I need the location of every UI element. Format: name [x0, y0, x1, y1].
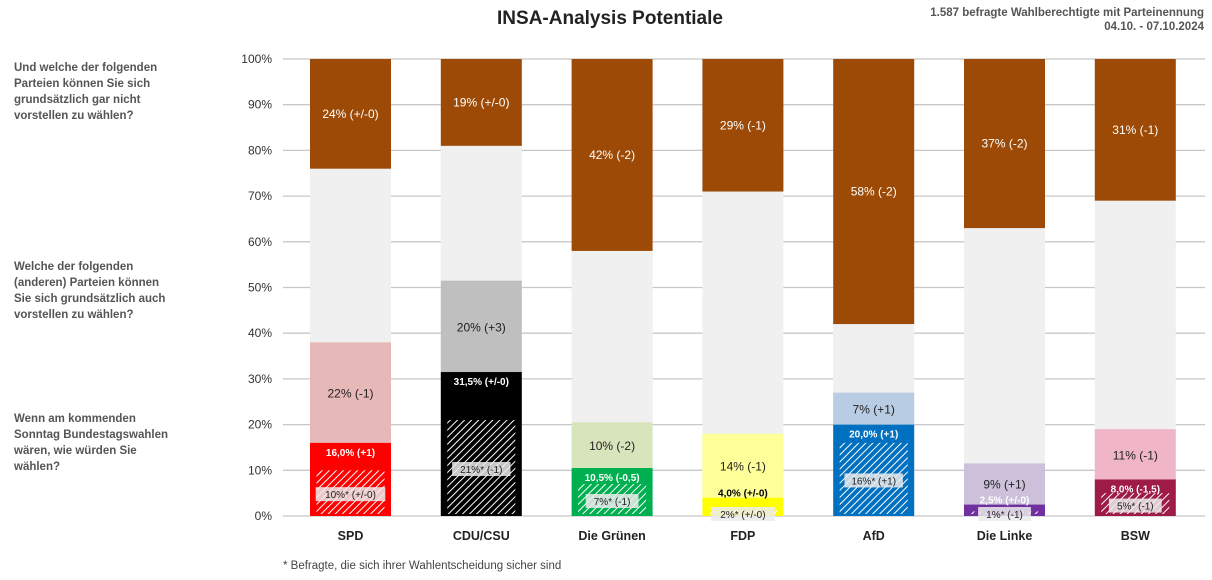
y-tick-label: 80%	[248, 143, 272, 157]
potential-label: 9% (+1)	[983, 478, 1025, 492]
rejection-label: 31% (-1)	[1112, 123, 1158, 137]
question-rejection: Und welche der folgenden Parteien können…	[14, 62, 158, 122]
survey-info: 1.587 befragte Wahlberechtigte mit Parte…	[930, 6, 1204, 34]
potential-label: 20% (+3)	[457, 320, 506, 334]
sure-label: 16%* (+1)	[851, 476, 896, 487]
bar-rejection	[440, 59, 522, 146]
footnote: * Befragte, die sich ihrer Wahlentscheid…	[283, 560, 562, 572]
bar-potential	[1094, 429, 1176, 480]
question-potential: Welche der folgenden (anderen) Parteien …	[14, 261, 166, 321]
potential-label: 22% (-1)	[327, 387, 373, 401]
y-tick-label: 30%	[248, 372, 272, 386]
rejection-label: 58% (-2)	[851, 185, 897, 199]
sure-label-bg	[844, 473, 903, 488]
sure-label-bg	[452, 462, 511, 477]
vote-label: 20,0% (+1)	[849, 430, 898, 441]
sample-size: 1.587 befragte Wahlberechtigte mit Parte…	[930, 7, 1204, 19]
rejection-label: 42% (-2)	[589, 148, 635, 162]
bar-rejection	[964, 59, 1045, 229]
vote-label: 2,5% (+/-0)	[980, 496, 1030, 507]
sure-label-bg	[710, 507, 775, 521]
potential-label: 11% (-1)	[1113, 448, 1158, 462]
y-tick-label: 10%	[248, 463, 272, 477]
rejection-label: 19% (+/-0)	[453, 95, 509, 109]
bar-rejection	[833, 59, 915, 325]
bar-potential	[964, 463, 1045, 505]
sure-label: 10%* (+/-0)	[325, 490, 376, 501]
x-category-label: Die Grünen	[578, 529, 645, 543]
y-tick-label: 60%	[248, 235, 272, 249]
bar-potential	[310, 342, 391, 443]
bar-potential	[571, 422, 653, 469]
bar-potential	[440, 280, 522, 373]
y-tick-label: 50%	[248, 281, 272, 295]
y-tick-label: 0%	[255, 509, 273, 523]
survey-dates: 04.10. - 07.10.2024	[1104, 21, 1204, 33]
potential-label: 14% (-1)	[720, 460, 766, 474]
bar-rejection	[702, 59, 784, 192]
bar-rejection	[1094, 59, 1176, 201]
sure-label: 5%* (-1)	[1117, 502, 1154, 513]
x-category-label: SPD	[338, 529, 364, 543]
question-vote: Wenn am kommenden Sonntag Bundestagswahl…	[14, 413, 168, 473]
bar-potential	[702, 433, 784, 498]
vote-label: 8,0% (-1,5)	[1111, 484, 1160, 495]
vote-label: 16,0% (+1)	[326, 448, 375, 459]
y-tick-label: 70%	[248, 189, 272, 203]
sure-label: 7%* (-1)	[594, 497, 631, 508]
sure-label-bg	[315, 487, 386, 502]
sure-label: 21%* (-1)	[460, 465, 502, 476]
y-tick-label: 20%	[248, 418, 272, 432]
potential-label: 7% (+1)	[853, 403, 895, 417]
x-category-label: CDU/CSU	[453, 529, 510, 543]
bar-potential	[833, 392, 915, 425]
chart-title: INSA-Analysis Potentiale	[497, 8, 723, 29]
potential-label: 10% (-2)	[589, 439, 635, 453]
sure-label-bg	[1108, 498, 1162, 513]
rejection-label: 24% (+/-0)	[322, 107, 378, 121]
sure-label-bg	[585, 494, 639, 509]
y-tick-label: 40%	[248, 326, 272, 340]
x-category-label: BSW	[1121, 529, 1150, 543]
x-category-label: FDP	[730, 529, 755, 543]
y-tick-label: 100%	[241, 52, 272, 66]
bar-rejection	[310, 59, 391, 169]
x-category-label: AfD	[863, 529, 885, 543]
sure-label: 1%* (-1)	[986, 510, 1023, 521]
rejection-label: 37% (-2)	[981, 137, 1027, 151]
y-tick-label: 90%	[248, 98, 272, 112]
x-category-label: Die Linke	[977, 529, 1033, 543]
sure-label-bg	[978, 507, 1031, 521]
sure-label: 2%* (+/-0)	[720, 510, 765, 521]
vote-label: 10,5% (-0,5)	[585, 473, 640, 484]
rejection-label: 29% (-1)	[720, 118, 766, 132]
bar-rejection	[571, 59, 653, 251]
vote-label: 4,0% (+/-0)	[718, 489, 768, 500]
vote-label: 31,5% (+/-0)	[454, 377, 509, 388]
